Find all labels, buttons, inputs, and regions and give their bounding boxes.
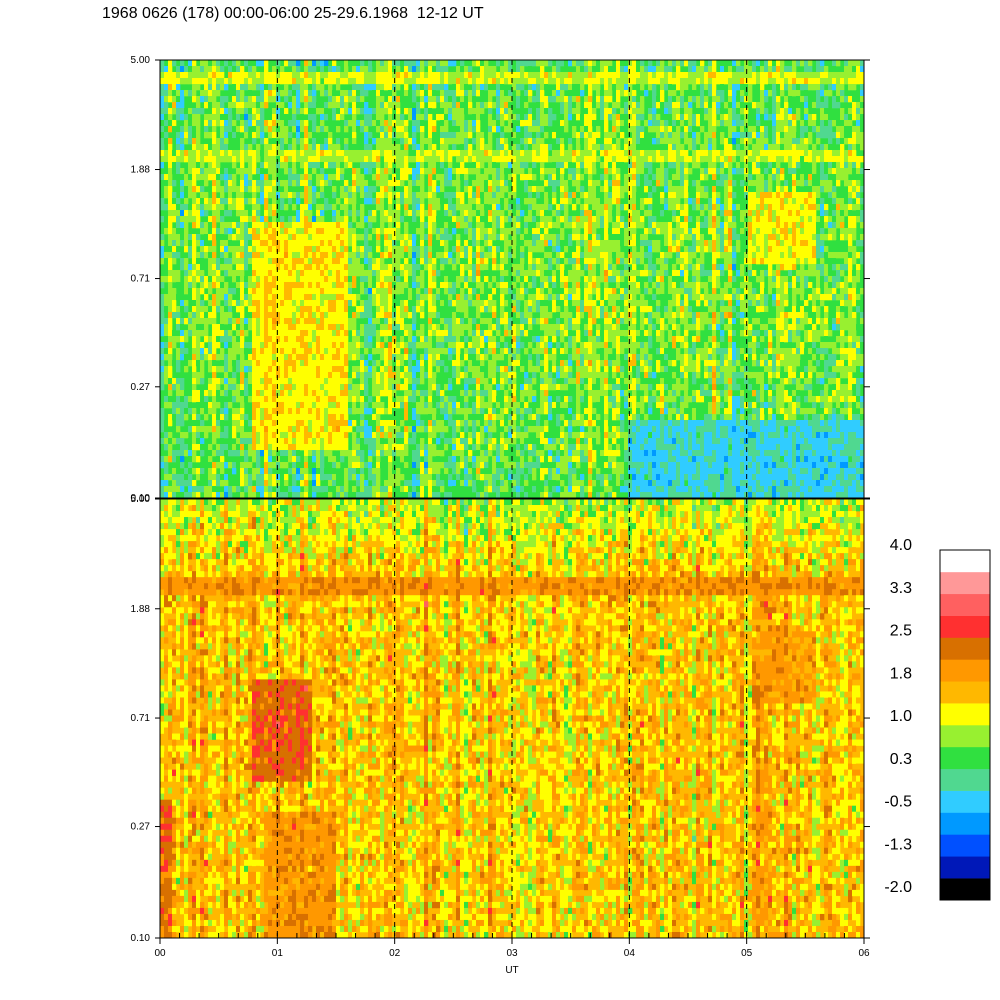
- y-tick-label: 0.27: [131, 822, 151, 833]
- y-tick-label: 5.00: [131, 494, 151, 505]
- colorbar-swatch: [940, 746, 990, 770]
- colorbar-swatch: [940, 681, 990, 704]
- colorbar-swatch: [940, 790, 990, 813]
- x-tick-label: 02: [389, 948, 401, 959]
- y-tick-label: 1.88: [131, 604, 151, 615]
- colorbar-swatch: [940, 725, 990, 748]
- colorbar-label: 3.3: [890, 580, 912, 597]
- x-axis-label: UT: [505, 965, 518, 976]
- colorbar: 4.0 3.3 2.5 1.8 1.0 0.3 -0.5 -1.3 -2.0: [884, 537, 991, 901]
- y-tick-label: 1.88: [131, 165, 151, 176]
- x-tick-label: 06: [858, 948, 870, 959]
- colorbar-label: 1.0: [890, 708, 912, 725]
- y-tick-label: 0.10: [131, 933, 151, 944]
- colorbar-label: -2.0: [884, 879, 912, 896]
- colorbar-swatch: [940, 878, 990, 901]
- colorbar-label: -1.3: [884, 836, 912, 853]
- x-tick-label: 01: [272, 948, 284, 959]
- colorbar-label: 0.3: [890, 751, 912, 768]
- colorbar-swatch: [940, 856, 990, 879]
- colorbar-swatch: [940, 571, 990, 595]
- colorbar-swatch: [940, 703, 990, 726]
- colorbar-swatch: [940, 637, 990, 660]
- y-tick-label: 0.27: [131, 382, 151, 393]
- colorbar-swatch: [940, 659, 990, 682]
- colorbar-label: 1.8: [890, 665, 912, 682]
- colorbar-swatch: [940, 593, 990, 616]
- y-tick-label: 5.00: [131, 55, 151, 66]
- axes: 0.100.270.711.885.000.100.270.711.885.00…: [131, 55, 870, 976]
- y-tick-label: 0.71: [131, 713, 151, 724]
- x-tick-label: 04: [624, 948, 636, 959]
- x-tick-label: 03: [506, 948, 518, 959]
- colorbar-swatch: [940, 550, 990, 573]
- colorbar-swatch: [940, 834, 990, 857]
- colorbar-swatch: [940, 768, 990, 791]
- colorbar-label: 2.5: [890, 623, 912, 640]
- colorbar-swatch: [940, 812, 990, 835]
- y-tick-label: 0.71: [131, 274, 151, 285]
- colorbar-swatch: [940, 615, 990, 638]
- x-tick-label: 05: [741, 948, 753, 959]
- y-tick-label: 0.10: [131, 493, 151, 504]
- chart-title: 1968 0626 (178) 00:00-06:00 25-29.6.1968…: [102, 5, 484, 23]
- colorbar-label: 4.0: [890, 537, 912, 554]
- x-tick-label: 00: [154, 948, 166, 959]
- colorbar-label: -0.5: [884, 794, 912, 811]
